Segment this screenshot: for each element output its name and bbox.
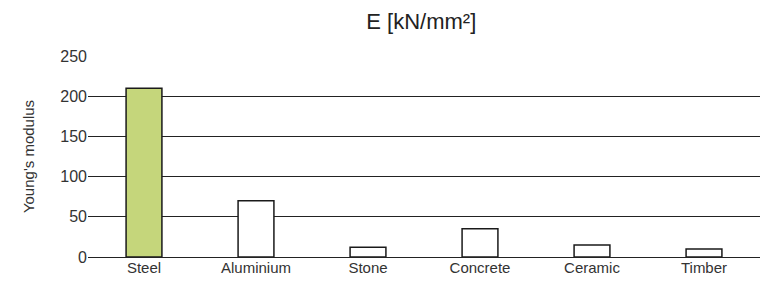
- svg-text:100: 100: [60, 168, 87, 185]
- svg-text:200: 200: [60, 88, 87, 105]
- svg-text:150: 150: [60, 128, 87, 145]
- svg-text:Young's modulus: Young's modulus: [20, 100, 37, 213]
- svg-text:0: 0: [78, 249, 87, 266]
- svg-text:Ceramic: Ceramic: [564, 259, 620, 276]
- svg-text:Concrete: Concrete: [450, 259, 511, 276]
- svg-text:50: 50: [69, 208, 87, 225]
- svg-text:250: 250: [60, 48, 87, 65]
- svg-text:Aluminium: Aluminium: [221, 259, 291, 276]
- svg-text:Stone: Stone: [348, 259, 387, 276]
- svg-text:Timber: Timber: [681, 259, 727, 276]
- svg-text:Steel: Steel: [127, 259, 161, 276]
- svg-text:E [kN/mm²]: E [kN/mm²]: [366, 9, 476, 34]
